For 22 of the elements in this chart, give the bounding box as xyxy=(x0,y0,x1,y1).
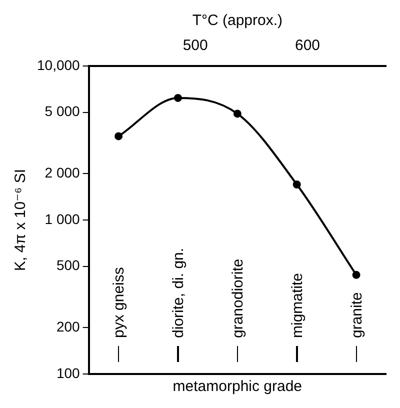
x-tick-label: migmatite xyxy=(288,272,306,338)
x2-tick-label: 600 xyxy=(294,37,320,54)
x2-axis-title: T°C (approx.) xyxy=(192,12,283,30)
point xyxy=(233,110,242,118)
y-tick-label: 500 xyxy=(56,257,80,274)
point xyxy=(114,132,123,140)
x-tick-label: granodiorite xyxy=(229,258,246,338)
y-tick-label: 100 xyxy=(56,364,80,381)
x-tick-label: pyx gneiss xyxy=(110,267,128,338)
x-tick-label: granite xyxy=(348,292,366,338)
x-axis-title: metamorphic grade xyxy=(172,378,302,396)
x2-tick-label: 500 xyxy=(182,37,208,54)
point xyxy=(352,270,360,279)
y-tick-label: 5 000 xyxy=(44,103,80,120)
point xyxy=(174,94,182,102)
y-axis-title: K, 4π x 10⁻⁶ SI xyxy=(12,169,30,271)
y-tick-label: 200 xyxy=(56,318,80,334)
y-tick-label: 2 000 xyxy=(44,164,80,180)
y-tick-label: 10,000 xyxy=(36,56,80,73)
y-tick-label: 1 000 xyxy=(44,210,80,227)
point xyxy=(292,180,301,189)
x-tick-label: diorite, di. gn. xyxy=(170,248,187,338)
